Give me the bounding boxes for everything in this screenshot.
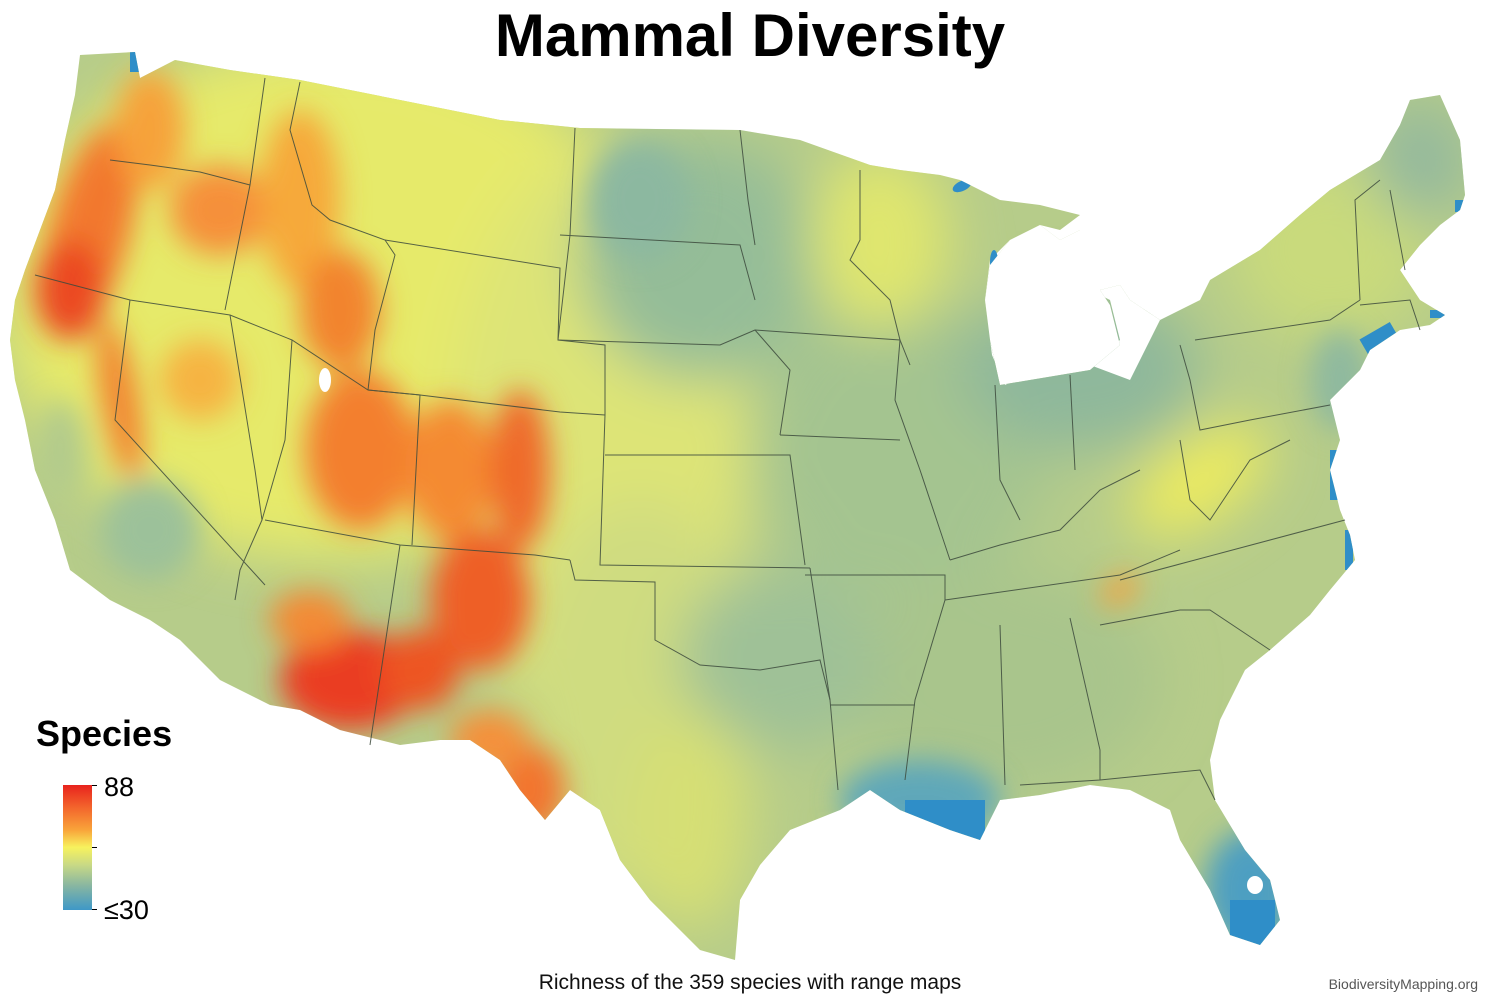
state-borders [34,77,1421,801]
legend-max-label: 88 [104,772,135,802]
legend-tick-max [92,785,97,786]
legend-min-label: ≤30 [104,895,149,925]
legend-tick-min [92,909,97,910]
map-caption: Richness of the 359 species with range m… [538,971,962,994]
source-credit: BiodiversityMapping.org [1328,976,1478,992]
legend-gradient-bar [63,785,92,910]
legend-title: Species [36,713,173,754]
color-legend: Species 88 ≤30 [36,712,236,932]
map-title: Mammal Diversity [494,2,1006,69]
legend-tick-mid [92,847,97,848]
